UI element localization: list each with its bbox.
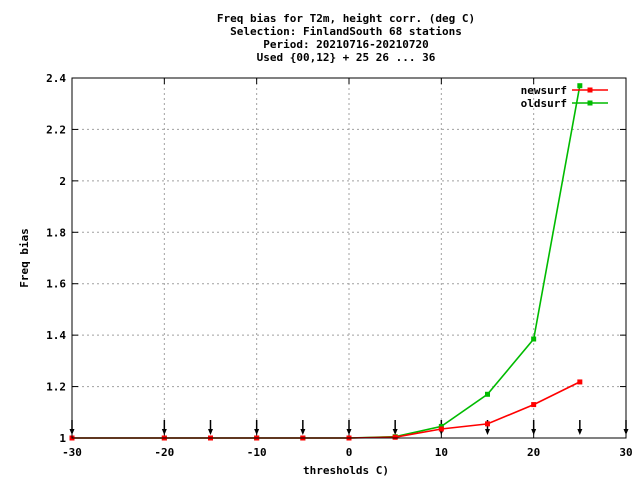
legend-label-newsurf: newsurf	[521, 84, 567, 97]
y-tick-label: 1.6	[46, 278, 66, 291]
threshold-arrow-head	[254, 429, 260, 435]
chart-title: Freq bias for T2m, height corr. (deg C)S…	[217, 12, 475, 64]
x-tick-label: 30	[619, 446, 632, 459]
x-tick-label: 0	[346, 446, 353, 459]
x-tick-label: -20	[154, 446, 174, 459]
series-line-newsurf	[72, 381, 581, 439]
y-tick-label: 1.4	[46, 329, 66, 342]
grid	[72, 78, 626, 438]
y-tick-label: 1.8	[46, 226, 66, 239]
title-line: Used {00,12} + 25 26 ... 36	[257, 51, 436, 64]
y-axis-label: Freq bias	[18, 228, 31, 288]
series-line-oldsurf	[72, 85, 581, 439]
data-point-newsurf	[485, 421, 490, 427]
data-point-newsurf	[577, 379, 583, 385]
threshold-arrow-head	[300, 429, 306, 435]
y-tick-label: 1.2	[46, 381, 66, 394]
legend-marker-newsurf	[587, 87, 593, 93]
x-axis-label: thresholds C)	[303, 464, 389, 477]
threshold-arrow-head	[161, 429, 167, 435]
title-line: Freq bias for T2m, height corr. (deg C)	[217, 12, 475, 25]
plot-border	[71, 77, 627, 439]
threshold-arrow-head	[392, 429, 398, 435]
y-tick-label: 2	[59, 175, 66, 188]
data-point-newsurf	[531, 402, 537, 408]
threshold-arrows	[69, 420, 629, 435]
data-point-newsurf	[392, 434, 398, 440]
x-tick-label: -30	[62, 446, 82, 459]
y-tick-label: 2.4	[46, 72, 66, 85]
title-line: Period: 20210716-20210720	[263, 38, 429, 51]
y-tick-label: 1	[59, 432, 66, 445]
data-point-oldsurf	[531, 336, 537, 342]
threshold-arrow-head	[577, 429, 583, 435]
series-layer	[69, 83, 583, 441]
data-point-newsurf	[438, 426, 444, 432]
data-point-oldsurf	[485, 391, 490, 397]
threshold-arrow-head	[485, 429, 490, 435]
y-tick-label: 2.2	[46, 123, 66, 136]
legend-marker-oldsurf	[587, 100, 593, 106]
threshold-arrow-head	[208, 429, 213, 435]
data-point-oldsurf	[577, 83, 583, 89]
title-line: Selection: FinlandSouth 68 stations	[230, 25, 462, 38]
threshold-arrow-head	[531, 429, 537, 435]
ticks: -30 -20 -10 0 10 20 30 1 1.2 1.4 1.6 1.8 2 2.2 2.4	[46, 72, 633, 459]
legend-label-oldsurf: oldsurf	[521, 97, 567, 110]
x-tick-label: -10	[247, 446, 267, 459]
data-point-oldsurf	[438, 423, 444, 429]
x-tick-label: 10	[435, 446, 448, 459]
x-tick-label: 20	[527, 446, 540, 459]
threshold-arrow-head	[346, 429, 352, 435]
